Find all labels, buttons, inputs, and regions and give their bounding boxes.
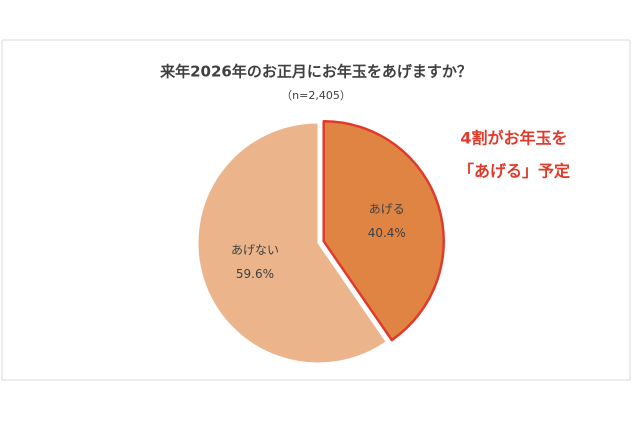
chart-title: 来年2026年のお正月にお年玉をあげますか？ [159, 63, 472, 81]
annotation: 「あげる」予定 [458, 162, 570, 181]
pie-slice [197, 122, 387, 364]
slice-label: あげる [369, 202, 405, 216]
chart-subtitle: （n=2,405） [281, 89, 351, 102]
annotation: 4割がお年玉を [460, 129, 567, 148]
slice-label: あげない [231, 243, 279, 257]
pie-slice [322, 119, 445, 342]
value-label: 40.4% [368, 226, 406, 240]
value-label: 59.6% [236, 267, 274, 281]
